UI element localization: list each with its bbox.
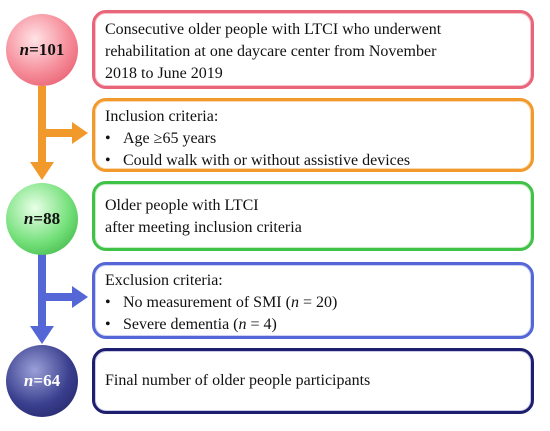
step-text-line: Consecutive older people with LTCI who u… (105, 21, 442, 38)
blue-connector (38, 254, 46, 330)
exclusion-item-n: n (238, 316, 247, 333)
exclusion-item-count: = 20) (298, 294, 338, 311)
bullet-icon: • (105, 152, 111, 169)
step-box-eligible: Older people with LTCI after meeting inc… (92, 181, 534, 251)
orange-down-arrowhead (30, 162, 54, 180)
orange-branch (42, 129, 74, 137)
inclusion-title: Inclusion criteria: (105, 108, 219, 125)
bullet-icon: • (105, 294, 111, 311)
count-n-label: n (19, 40, 30, 59)
count-value: =101 (29, 40, 65, 59)
exclusion-title: Exclusion criteria: (105, 272, 223, 289)
count-n-label: n (23, 209, 34, 228)
list-item: • Could walk with or without assistive de… (105, 150, 521, 172)
blue-branch (42, 293, 74, 301)
list-item: • Severe dementia (n = 4) (105, 314, 521, 336)
inclusion-item-text: Could walk with or without assistive dev… (123, 152, 411, 169)
step-text-line: Final number of older people participant… (105, 372, 371, 389)
exclusion-item-n: n (290, 294, 299, 311)
exclusion-item-text: Severe dementia ( (123, 316, 239, 333)
list-item: • No measurement of SMI (n = 20) (105, 292, 521, 314)
inclusion-criteria-box: Inclusion criteria: • Age ≥65 years • Coul… (92, 98, 534, 172)
step-text-line: 2018 to June 2019 (105, 65, 223, 82)
orange-branch-arrowhead (72, 122, 88, 144)
count-value: =88 (33, 209, 61, 228)
count-circle-88: n =88 (6, 183, 78, 255)
exclusion-item-text: No measurement of SMI ( (123, 294, 291, 311)
list-item: • Age ≥65 years (105, 128, 521, 150)
orange-connector (38, 86, 46, 166)
count-n-label: n (23, 371, 34, 390)
step-box-final: Final number of older people participant… (92, 348, 534, 414)
bullet-icon: • (105, 316, 111, 333)
count-value: =64 (33, 371, 61, 390)
step-box-initial: Consecutive older people with LTCI who u… (92, 10, 534, 89)
count-circle-64: n =64 (6, 345, 78, 417)
count-circle-101: n =101 (6, 14, 78, 86)
exclusion-list: • No measurement of SMI (n = 20) • Severe … (105, 292, 521, 336)
step-text-line: after meeting inclusion criteria (105, 219, 302, 236)
step-text-line: Older people with LTCI (105, 197, 259, 214)
bullet-icon: • (105, 130, 111, 147)
blue-down-arrowhead (30, 326, 54, 344)
inclusion-list: • Age ≥65 years • Could walk with or witho… (105, 128, 521, 172)
exclusion-criteria-box: Exclusion criteria: • No measurement of S… (92, 262, 534, 339)
blue-branch-arrowhead (72, 286, 88, 308)
step-text-line: rehabilitation at one daycare center fro… (105, 43, 437, 60)
exclusion-item-count: = 4) (246, 316, 277, 333)
inclusion-item-text: Age ≥65 years (123, 130, 217, 147)
